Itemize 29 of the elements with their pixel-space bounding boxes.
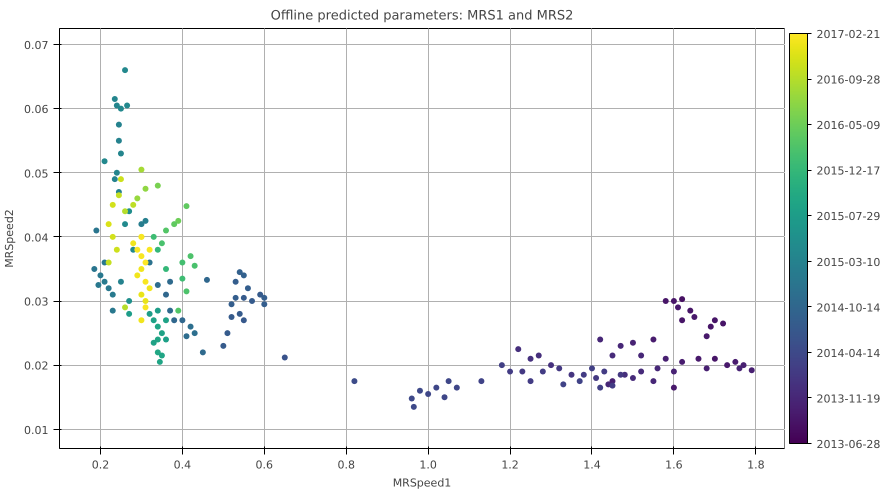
y-axis-title: MRSpeed2 (3, 209, 16, 268)
x-tick-label: 0.8 (337, 458, 355, 472)
color-bar-label: 2013-06-28 (816, 438, 880, 451)
color-bar-label: 2017-02-21 (816, 28, 880, 41)
x-tick-label: 1.0 (419, 458, 437, 472)
y-tick-label: 0.03 (24, 296, 49, 309)
color-bar-label: 2014-10-14 (816, 301, 880, 314)
x-tick-label: 1.8 (747, 458, 765, 472)
x-tick-label: 1.4 (583, 458, 601, 472)
x-tick-label: 0.2 (92, 458, 110, 472)
x-tick-label: 1.6 (665, 458, 683, 472)
chart-title: Offline predicted parameters: MRS1 and MRS2 (270, 8, 574, 24)
y-tick-label: 0.01 (24, 424, 49, 437)
color-bar-label: 2016-09-28 (816, 74, 880, 87)
color-bar-label: 2016-05-09 (816, 119, 880, 132)
y-tick-label: 0.02 (24, 360, 49, 373)
x-tick-label: 0.6 (256, 458, 274, 472)
color-bar-label: 2015-03-10 (816, 256, 880, 269)
color-bar-label: 2013-11-19 (816, 392, 880, 406)
color-bar-label: 2015-12-17 (816, 164, 880, 178)
x-axis-title: MRSpeed1 (392, 476, 452, 490)
y-tick-label: 0.07 (24, 39, 49, 52)
x-tick-label: 0.4 (174, 458, 192, 472)
y-tick-label: 0.05 (24, 167, 49, 180)
color-bar-label: 2015-07-29 (816, 210, 880, 224)
y-tick-label: 0.04 (24, 231, 49, 244)
x-tick-label: 1.2 (501, 458, 519, 472)
color-bar-label: 2014-04-14 (816, 346, 880, 360)
y-tick-label: 0.06 (24, 103, 49, 116)
